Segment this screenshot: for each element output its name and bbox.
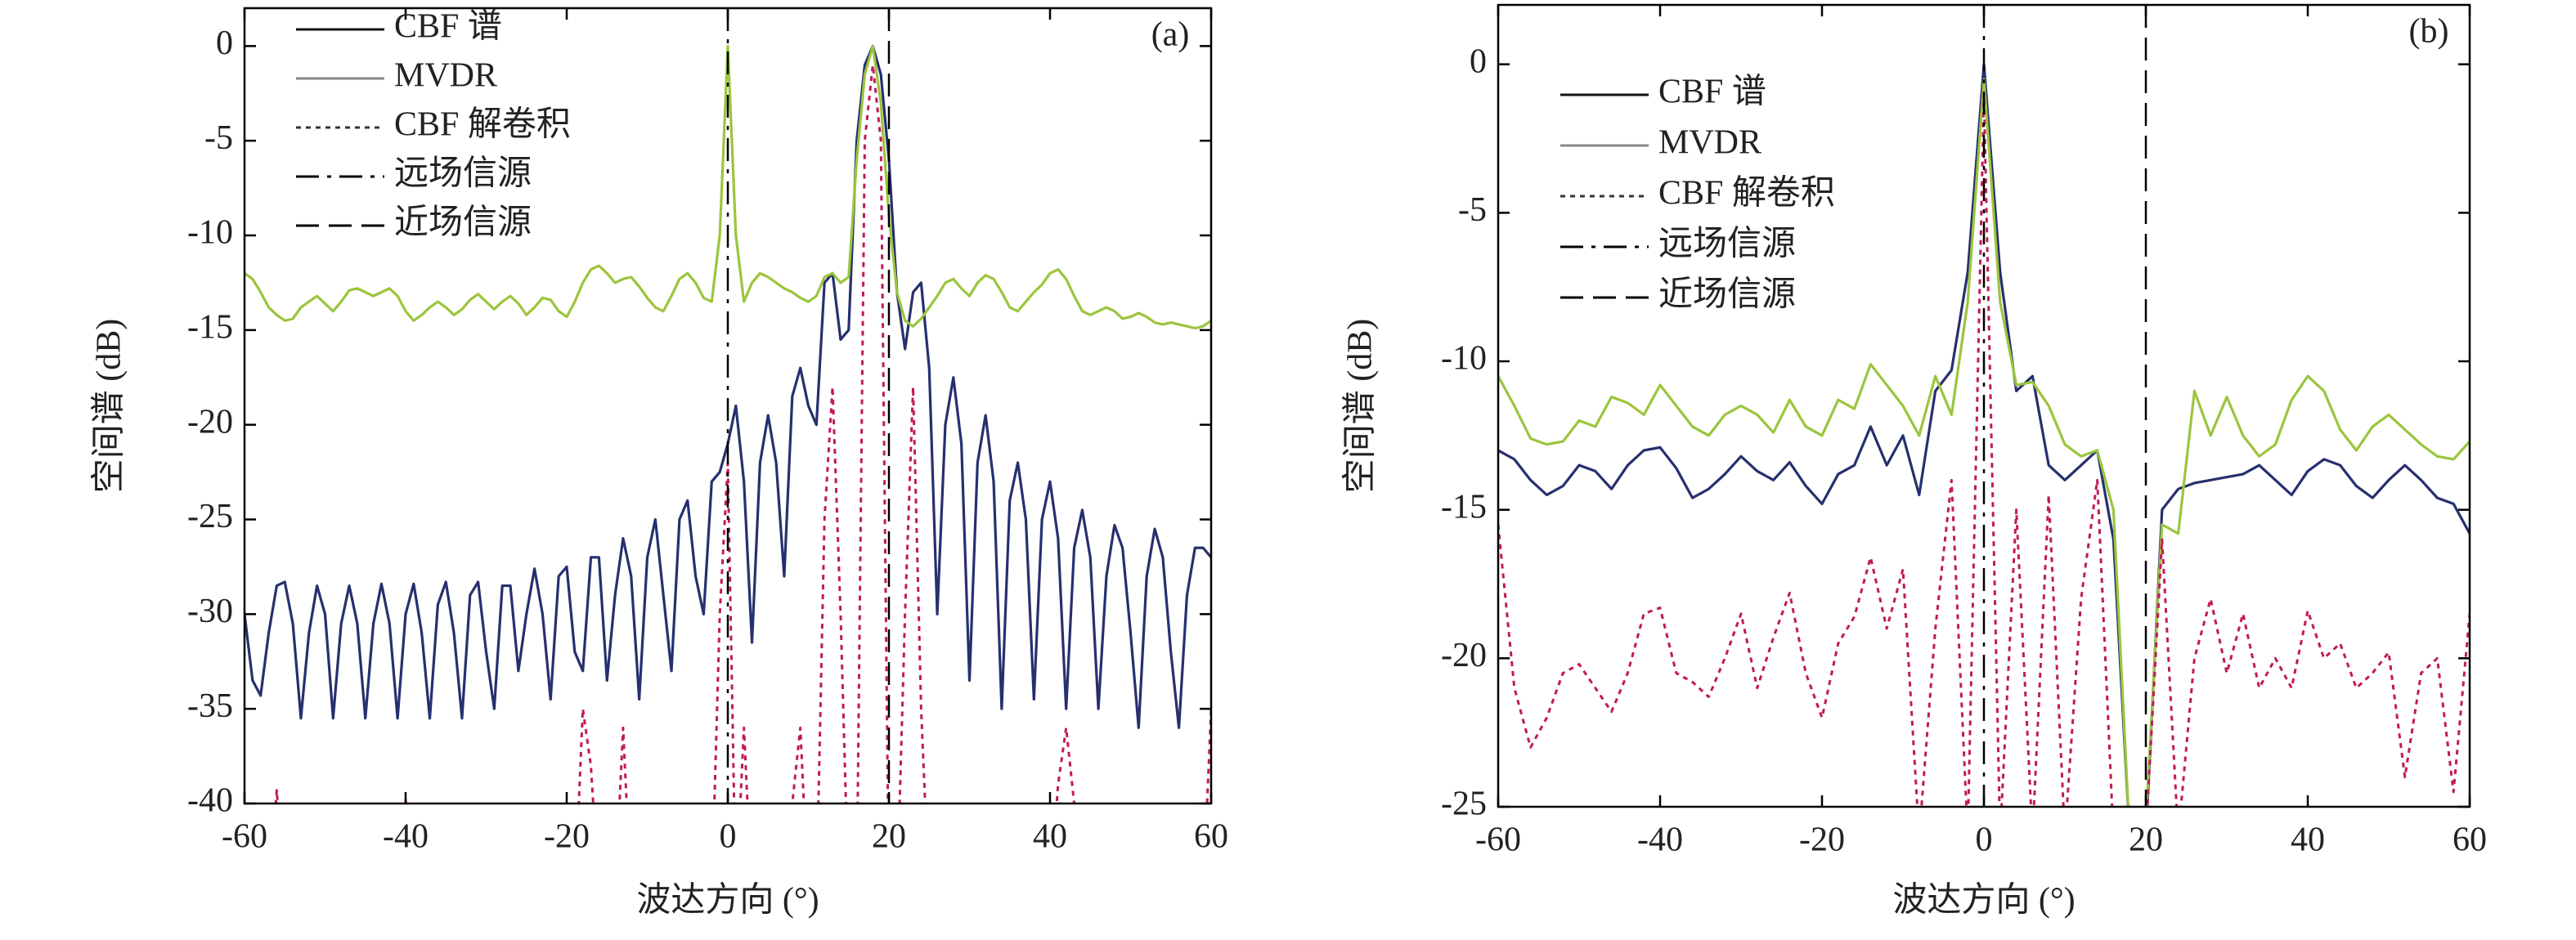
y-tick-label: -30	[187, 593, 233, 630]
series-line	[245, 44, 1211, 330]
legend-label: 近场信源	[394, 204, 532, 242]
legend-label: CBF 谱	[1658, 74, 1766, 111]
y-tick-label: -5	[204, 119, 233, 157]
series-line	[1498, 78, 2470, 807]
panel-label: (a)	[1151, 16, 1190, 54]
panel-label: (b)	[2409, 13, 2449, 51]
x-tick-label: 40	[2291, 821, 2325, 859]
legend-label: CBF 解卷积	[394, 106, 571, 144]
y-tick-label: -35	[187, 687, 233, 725]
x-axis-label: 波达方向 (°)	[1892, 882, 2075, 920]
chart-panel: -60 -40 -20 0 20 40 60 -25 -20 -15 -10 -5 0 波达方向 (°) 空…	[1341, 3, 2487, 920]
y-tick-label: -25	[1441, 786, 1487, 823]
plot-area	[245, 8, 1211, 803]
y-tick-label: -5	[1458, 191, 1487, 229]
x-tick-label: -60	[222, 818, 267, 856]
x-tick-label: -20	[1799, 821, 1845, 859]
legend-label: MVDR	[1658, 124, 1761, 162]
y-tick-label: -10	[187, 214, 233, 252]
y-tick-label: -10	[1441, 340, 1487, 378]
x-tick-label: 60	[2453, 821, 2487, 859]
x-tick-label: -40	[1637, 821, 1683, 859]
legend-label: CBF 谱	[394, 8, 502, 46]
x-tick-label: 60	[1194, 818, 1228, 856]
y-tick-label: -25	[187, 498, 233, 535]
legend-label: CBF 解卷积	[1658, 175, 1835, 213]
y-tick-label: -40	[187, 782, 233, 820]
y-tick-label: -15	[187, 308, 233, 346]
x-tick-label: 20	[2129, 821, 2163, 859]
y-tick-label: 0	[1470, 43, 1487, 80]
y-tick-label: -15	[1441, 488, 1487, 526]
plot-area	[1498, 5, 2470, 807]
x-tick-label: 20	[872, 818, 906, 856]
x-tick-label: -20	[544, 818, 590, 856]
legend-label: MVDR	[394, 57, 497, 95]
y-tick-label: 0	[216, 25, 233, 62]
y-axis-label: 空间谱 (dB)	[90, 319, 128, 494]
legend-label: 远场信源	[1658, 226, 1796, 263]
x-tick-label: 40	[1033, 818, 1067, 856]
x-tick-label: -40	[383, 818, 429, 856]
chart-panel: -60 -40 -20 0 20 40 60-40-35-30-25-20-15-10-50…	[90, 7, 1228, 920]
x-axis-label: 波达方向 (°)	[636, 882, 819, 920]
x-tick-label: 0	[720, 818, 737, 856]
x-tick-label: -60	[1475, 821, 1521, 859]
legend-label: 近场信源	[1658, 276, 1796, 314]
y-axis-label: 空间谱 (dB)	[1341, 319, 1380, 494]
y-tick-label: -20	[187, 403, 233, 441]
x-tick-label: 0	[1976, 821, 1993, 859]
series-line	[1498, 92, 2470, 807]
y-tick-label: -20	[1441, 637, 1487, 674]
legend-label: 远场信源	[394, 155, 532, 193]
